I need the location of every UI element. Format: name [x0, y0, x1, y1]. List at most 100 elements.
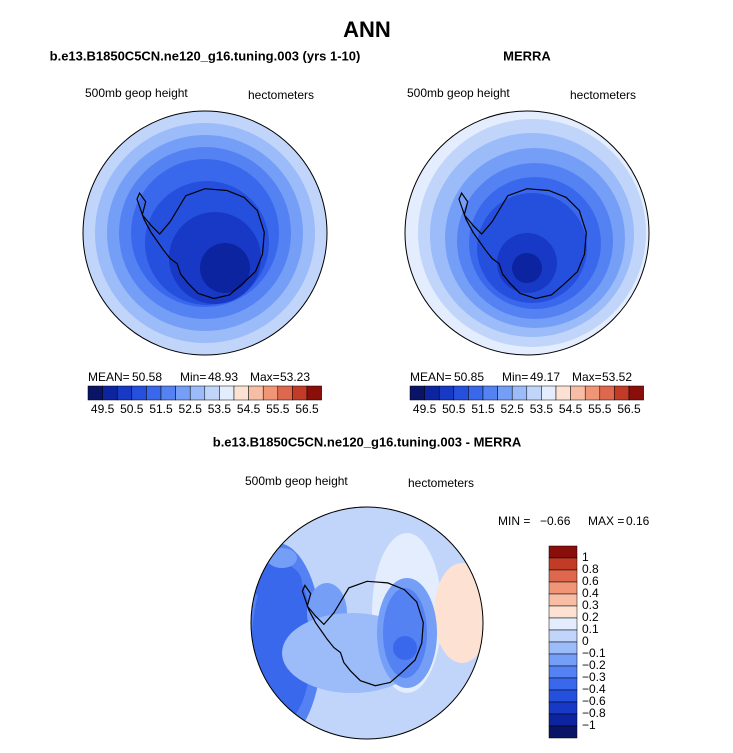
colorbar-label: 52.5	[501, 402, 525, 416]
colorbar-box	[233, 385, 249, 401]
colorbar-box	[160, 385, 176, 401]
field-label: 500mb geop height	[245, 474, 348, 488]
colorbar-box	[116, 385, 133, 401]
stat-text: MEAN=	[88, 370, 130, 384]
colorbar-label: 0.8	[582, 562, 599, 576]
colorbar-box	[548, 605, 578, 619]
colorbar-box	[277, 385, 293, 401]
colorbar-box	[548, 593, 578, 607]
contour-fill	[512, 253, 542, 283]
colorbar-box	[555, 385, 571, 401]
colorbar-label: 49.5	[413, 402, 437, 416]
colorbar-box	[548, 665, 578, 679]
colorbar-box	[219, 385, 235, 401]
colorbar-box	[548, 725, 578, 739]
colorbar-label: −0.1	[582, 646, 606, 660]
panel-title: MERRA	[503, 48, 551, 63]
colorbar-box	[599, 385, 615, 401]
stat-text: 48.93	[208, 370, 238, 384]
colorbar-label: 54.5	[237, 402, 261, 416]
stat-text: Min=	[502, 370, 528, 384]
colorbar-box	[453, 385, 469, 401]
colorbar-box	[541, 385, 557, 401]
colorbar-label: −0.4	[582, 682, 606, 696]
colorbar-box	[548, 617, 578, 631]
stat-text: MAX =	[588, 514, 624, 528]
coastline	[458, 188, 587, 300]
stat-text: 53.23	[280, 370, 310, 384]
colorbar-label: 52.5	[179, 402, 203, 416]
colorbar-box	[497, 385, 513, 401]
colorbar-box	[548, 713, 578, 727]
colorbar-label: 1	[582, 550, 589, 564]
stat-text: MEAN=	[410, 370, 452, 384]
colorbar-label: 53.5	[208, 402, 232, 416]
polar-map	[251, 507, 483, 739]
colorbar-label: −0.8	[582, 706, 606, 720]
colorbar-label: −0.2	[582, 658, 606, 672]
stat-text: MIN =	[498, 514, 530, 528]
colorbar-box	[614, 385, 630, 401]
map-border	[250, 506, 484, 740]
figure-title: ANN	[343, 17, 391, 42]
stat-text: 50.58	[132, 370, 162, 384]
colorbar-box	[131, 385, 147, 401]
field-label: 500mb geop height	[407, 86, 510, 100]
panel-title: b.e13.B1850C5CN.ne120_g16.tuning.003 - M…	[213, 434, 522, 449]
colorbar-label: 54.5	[559, 402, 583, 416]
colorbar-box	[262, 385, 279, 401]
colorbar-label: 0.4	[582, 586, 599, 600]
colorbar-box	[548, 689, 578, 703]
colorbar-label: 0	[582, 634, 589, 648]
colorbar-label: 50.5	[442, 402, 466, 416]
colorbar-box	[438, 385, 455, 401]
colorbar-label: 55.5	[588, 402, 612, 416]
colorbar-box	[511, 385, 528, 401]
panel-title: b.e13.B1850C5CN.ne120_g16.tuning.003 (yr…	[50, 48, 361, 63]
colorbar-box	[548, 701, 578, 715]
colorbar-box	[409, 385, 425, 401]
colorbar-box	[292, 385, 308, 401]
colorbar-label: 53.5	[530, 402, 554, 416]
colorbar-label: 55.5	[266, 402, 290, 416]
polar-map	[405, 111, 649, 355]
colorbar-box	[548, 569, 578, 583]
stat-text: 49.17	[530, 370, 560, 384]
polar-map	[83, 111, 327, 355]
colorbar-label: 56.5	[295, 402, 319, 416]
colorbar-label: 49.5	[91, 402, 115, 416]
map-border	[82, 110, 328, 356]
colorbar-box	[146, 385, 162, 401]
colorbar-label: −0.6	[582, 694, 606, 708]
contour-fill	[252, 563, 302, 603]
map-border	[404, 110, 650, 356]
colorbar-label: −0.3	[582, 670, 606, 684]
coastline	[301, 580, 424, 687]
colorbar-box	[628, 385, 644, 401]
colorbar-box	[548, 653, 578, 667]
units-label: hectometers	[570, 88, 636, 102]
colorbar-label: 51.5	[471, 402, 495, 416]
contour-fill	[393, 636, 417, 660]
stat-text: Max=	[250, 370, 280, 384]
colorbar-box	[424, 385, 440, 401]
contour-fill	[200, 243, 250, 293]
colorbar-box	[548, 557, 578, 571]
colorbar-label: 0.6	[582, 574, 599, 588]
colorbar-label: 0.3	[582, 598, 599, 612]
colorbar-box	[548, 545, 578, 559]
colorbar-box	[248, 385, 264, 401]
colorbar-box	[570, 385, 586, 401]
stat-text: 0.16	[626, 514, 650, 528]
colorbar-box	[548, 581, 578, 595]
stat-text: 50.85	[454, 370, 484, 384]
colorbar-box	[87, 385, 103, 401]
stat-text: −0.66	[540, 514, 571, 528]
colorbar-label: 0.1	[582, 622, 599, 636]
colorbar-box	[189, 385, 206, 401]
colorbar-box	[204, 385, 220, 401]
contour-fill	[434, 563, 483, 663]
colorbar-box	[102, 385, 118, 401]
field-label: 500mb geop height	[85, 86, 188, 100]
